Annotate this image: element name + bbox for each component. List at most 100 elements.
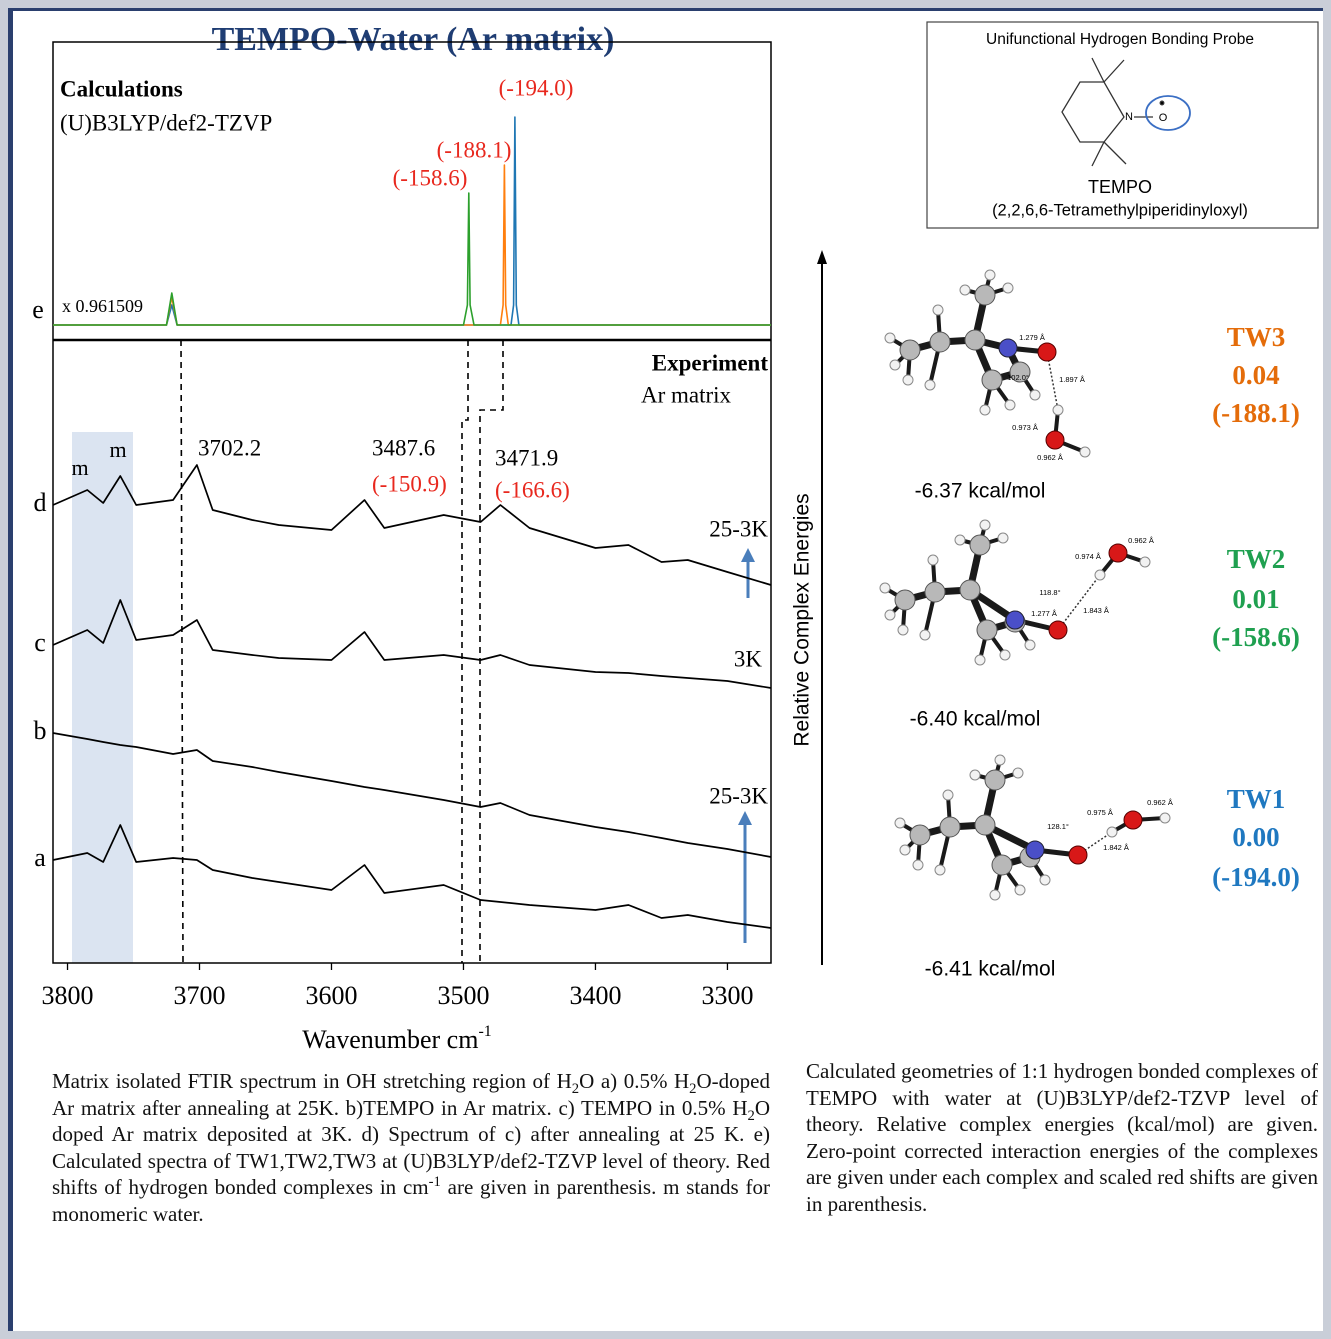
h-atom [1160, 813, 1170, 823]
h-atom [1015, 885, 1025, 895]
h-atom [928, 555, 938, 565]
complex-energy: 0.01 [1232, 584, 1279, 614]
caption-left: Matrix isolated FTIR spectrum in OH stre… [52, 1068, 770, 1227]
c-atom [900, 340, 920, 360]
annotation: (-150.9) [372, 471, 447, 496]
annotation: m [71, 455, 88, 480]
h-atom [955, 535, 965, 545]
x-axis-label: Wavenumber cm-1 [302, 1023, 492, 1054]
complex-name: TW3 [1227, 322, 1286, 352]
h-atom [890, 360, 900, 370]
c-atom [977, 620, 997, 640]
complex-energy: 0.00 [1232, 822, 1279, 852]
n-atom [1006, 611, 1024, 629]
spectrum-line [53, 733, 771, 857]
h-atom [935, 865, 945, 875]
x-tick-label: 3500 [437, 981, 489, 1010]
geometry-label: 0.962 Å [1147, 798, 1173, 807]
annotation: (U)B3LYP/def2-TZVP [60, 110, 272, 135]
h-atom [925, 380, 935, 390]
complex-shift: (-188.1) [1212, 398, 1300, 428]
interaction-energy: -6.41 kcal/mol [925, 958, 1056, 981]
h-atom [960, 285, 970, 295]
annotation: (-166.6) [495, 477, 570, 502]
o-atom [1038, 343, 1056, 361]
o-atom [1049, 621, 1067, 639]
c-atom [975, 285, 995, 305]
annotation: (-188.1) [437, 137, 512, 162]
h-atom [995, 755, 1005, 765]
annotation: 3471.9 [495, 445, 558, 470]
spectrum-line [53, 193, 771, 325]
annotation: Experiment [652, 350, 769, 375]
trace-label: a [34, 843, 46, 872]
geometry-label: 0.975 Å [1087, 808, 1113, 817]
anneal-arrows [738, 548, 755, 943]
h-atom [1025, 640, 1035, 650]
h-atom [1107, 827, 1117, 837]
h-atom [1080, 447, 1090, 457]
geometry-label: 118.8° [1039, 588, 1060, 597]
geometry-label: 0.962 Å [1037, 453, 1063, 462]
h-atom [980, 520, 990, 530]
c-atom [970, 535, 990, 555]
monomer-band [72, 432, 133, 963]
x-axis-label-sup: -1 [478, 1023, 491, 1040]
geometry-label: 1.897 Å [1059, 375, 1085, 384]
h-atom [970, 770, 980, 780]
o-atom [1046, 431, 1064, 449]
trace-label: b [34, 716, 47, 745]
c-atom [925, 582, 945, 602]
complex-energy: 0.04 [1232, 360, 1279, 390]
annotation: 25-3K [709, 783, 768, 808]
complex-shift: (-194.0) [1212, 862, 1300, 892]
complex-name: TW1 [1227, 784, 1286, 814]
h-atom [1140, 557, 1150, 567]
spectrum-line [53, 825, 771, 928]
caption-run: Matrix isolated FTIR spectrum in OH stre… [52, 1069, 572, 1093]
annotation: (-194.0) [499, 75, 574, 100]
geometry-label: 102.0° [1007, 373, 1029, 382]
h-atom [903, 375, 913, 385]
tempo-box-title: Unifunctional Hydrogen Bonding Probe [986, 31, 1254, 48]
o-atom [1069, 846, 1087, 864]
h-atom [998, 533, 1008, 543]
molecule [895, 755, 1170, 900]
h-atom [1000, 650, 1010, 660]
annotation: 3K [734, 646, 763, 671]
annotation: x 0.961509 [62, 296, 143, 316]
tempo-name: TEMPO [1088, 177, 1152, 197]
h-atom [1030, 390, 1040, 400]
h-atom [943, 790, 953, 800]
h-atom [990, 890, 1000, 900]
geometry-label: 1.279 Å [1019, 333, 1045, 342]
interaction-energy: -6.40 kcal/mol [910, 708, 1041, 731]
x-tick-label: 3800 [42, 981, 94, 1010]
energy-axis-head [817, 250, 827, 264]
annotation: 3702.2 [198, 435, 261, 460]
molecules [880, 270, 1170, 900]
tempo-box [927, 22, 1318, 228]
caption-sup: -1 [429, 1174, 441, 1190]
annotation: 3487.6 [372, 435, 435, 460]
o-atom [1109, 544, 1127, 562]
h-atom [913, 860, 923, 870]
h-atom [1095, 570, 1105, 580]
annotation: 25-3K [709, 516, 768, 541]
interaction-energy: -6.37 kcal/mol [915, 480, 1046, 503]
geometry-label: 0.962 Å [1128, 536, 1154, 545]
h-atom [1040, 875, 1050, 885]
c-atom [975, 815, 995, 835]
annotation: (-158.6) [393, 165, 468, 190]
atom-label: N [1125, 111, 1133, 123]
page: TEMPO-Water (Ar matrix) Wavenumber cm-1 … [0, 0, 1331, 1339]
geometry-label: 1.843 Å [1083, 606, 1109, 615]
tempo-fullname: (2,2,6,6-Tetramethylpiperidinyloxyl) [992, 201, 1248, 219]
annotation: m [109, 437, 126, 462]
trace-label: c [34, 628, 46, 657]
geometry-label: 128.1° [1047, 822, 1069, 831]
h-atom [1003, 283, 1013, 293]
energy-axis-label: Relative Complex Energies [791, 493, 814, 746]
n-atom [999, 339, 1017, 357]
h-atom [885, 610, 895, 620]
